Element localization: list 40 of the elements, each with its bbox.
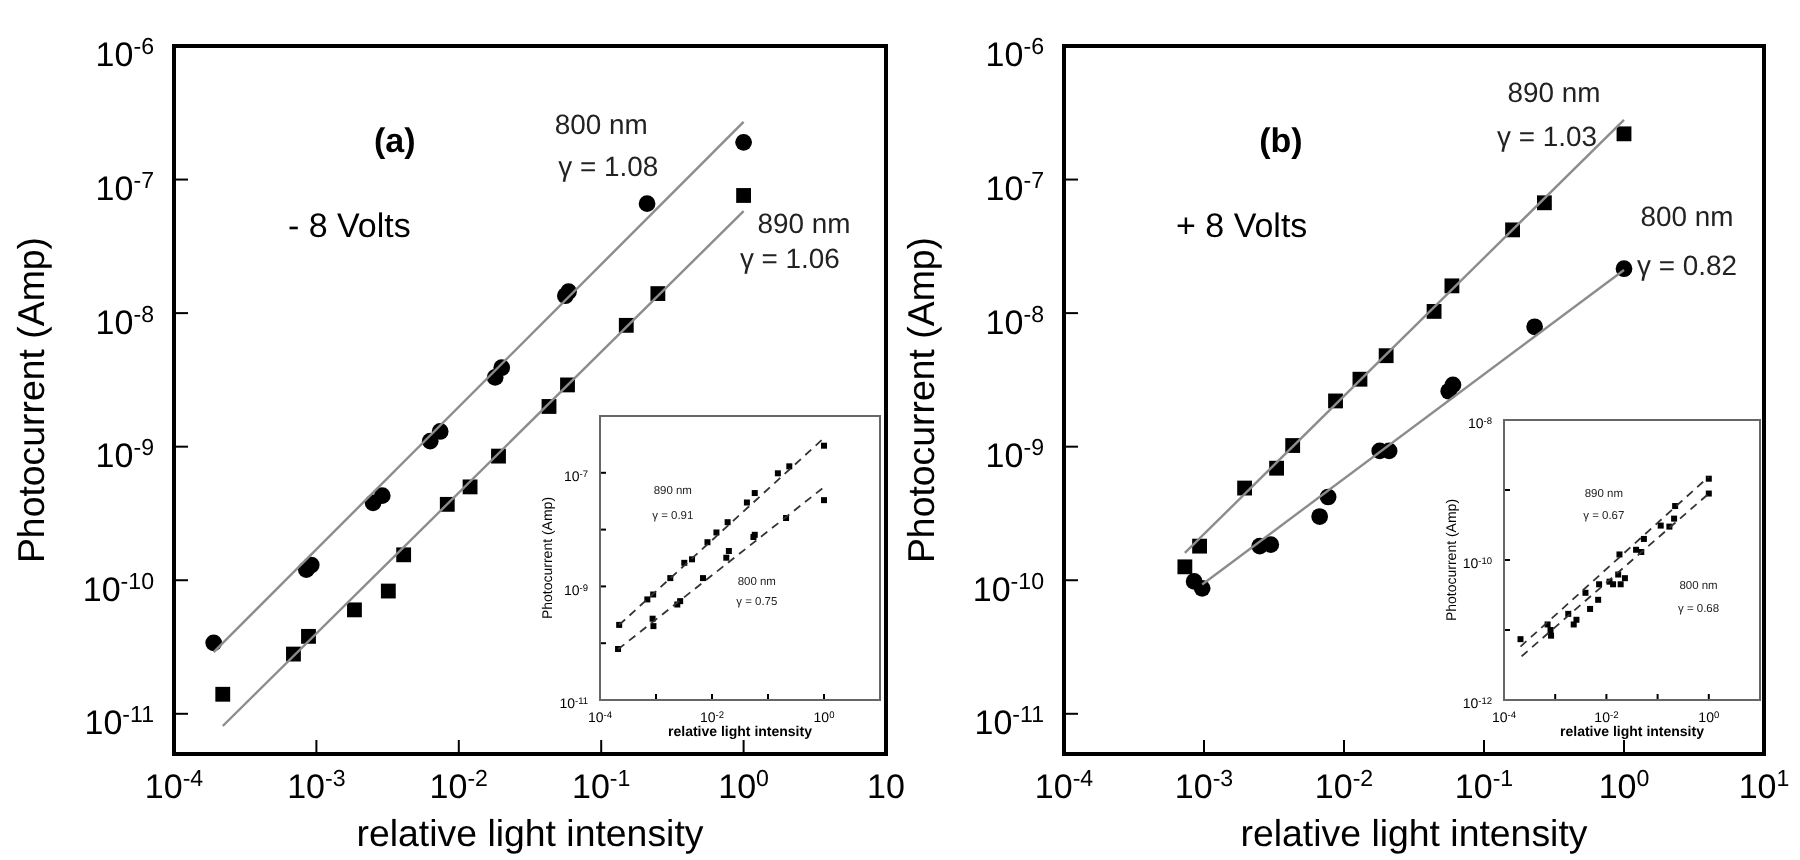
x-tick-label: 10$^{-3}$ <box>287 768 346 807</box>
annotation: γ = 1.03 <box>1497 119 1598 152</box>
x-tick-label: 10$^{-1}$ <box>572 768 631 807</box>
x-tick-label: 10 <box>867 768 905 807</box>
x-tick-label: 10$^{-1}$ <box>1454 768 1514 807</box>
y-tick-label: 10$^{-7}$ <box>95 169 154 208</box>
x-axis-title: relative light intensity <box>356 812 705 854</box>
y-tick-label: 10$^{-6}$ <box>985 36 1044 75</box>
y-tick-label: 10$^{-8}$ <box>95 303 154 342</box>
annotation: 890 nm <box>757 206 851 239</box>
y-tick-label: 10$^{-9}$ <box>985 437 1044 476</box>
annotation: γ = 0.82 <box>1637 249 1738 282</box>
y-tick-label: 10$^{-8}$ <box>985 303 1044 342</box>
text: + 8 Volts <box>1176 207 1308 246</box>
x-tick-label: 10$^{0}$ <box>1598 768 1650 807</box>
annotation: 890 nm <box>1507 75 1601 108</box>
annotation: γ = 1.08 <box>558 150 659 183</box>
y-tick-label: 10$^{-7}$ <box>985 169 1044 208</box>
text: - 8 Volts <box>287 207 411 246</box>
annotation: γ = 1.06 <box>739 242 841 275</box>
x-tick-label: 10$^{0}$ <box>718 768 769 807</box>
y-tick-label: 10$^{-9}$ <box>95 437 154 476</box>
text: (a) <box>373 122 416 161</box>
x-axis-title: relative light intensity <box>1240 812 1589 854</box>
text: (b) <box>1259 122 1303 161</box>
annotation: 800 nm <box>554 107 648 140</box>
y-tick-label: 10$^{-6}$ <box>95 36 154 75</box>
y-axis-title: Photocurrent (Amp) <box>10 236 52 564</box>
y-tick-label: 10$^{-10}$ <box>82 570 154 609</box>
annotation: 800 nm <box>1640 199 1734 232</box>
x-tick-label: 10$^{-2}$ <box>429 768 488 807</box>
x-tick-label: 10$^{1}$ <box>1738 768 1790 807</box>
y-tick-label: 10$^{-10}$ <box>972 570 1044 609</box>
x-tick-label: 10$^{-4}$ <box>144 768 205 807</box>
y-tick-label: 10$^{-11}$ <box>974 704 1044 743</box>
x-tick-label: 10$^{-3}$ <box>1174 768 1234 807</box>
y-axis-title: Photocurrent (Amp) <box>900 236 942 564</box>
x-tick-label: 10$^{-2}$ <box>1314 768 1374 807</box>
x-tick-label: 10$^{-4}$ <box>1034 768 1095 807</box>
y-tick-label: 10$^{-11}$ <box>84 704 154 743</box>
